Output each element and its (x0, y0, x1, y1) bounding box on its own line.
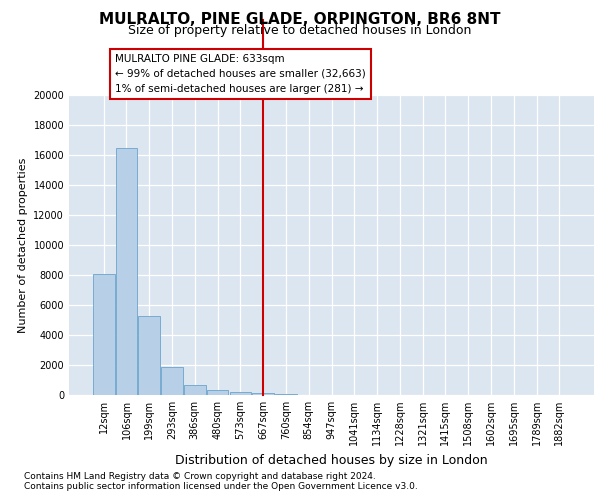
Text: Size of property relative to detached houses in London: Size of property relative to detached ho… (128, 24, 472, 37)
Bar (275, 394, 297, 395)
Bar (184, 385, 206, 395)
Text: MULRALTO, PINE GLADE, ORPINGTON, BR6 8NT: MULRALTO, PINE GLADE, ORPINGTON, BR6 8NT (99, 12, 501, 28)
Bar (253, 392, 274, 395)
Bar (116, 148, 137, 395)
Bar (93, 274, 115, 395)
Text: MULRALTO PINE GLADE: 633sqm
← 99% of detached houses are smaller (32,663)
1% of : MULRALTO PINE GLADE: 633sqm ← 99% of det… (115, 54, 366, 94)
Text: Contains public sector information licensed under the Open Government Licence v3: Contains public sector information licen… (24, 482, 418, 491)
Y-axis label: Number of detached properties: Number of detached properties (18, 158, 28, 332)
Bar (207, 390, 229, 395)
Bar (161, 367, 183, 395)
X-axis label: Distribution of detached houses by size in London: Distribution of detached houses by size … (175, 454, 488, 466)
Bar (230, 392, 251, 395)
Text: Contains HM Land Registry data © Crown copyright and database right 2024.: Contains HM Land Registry data © Crown c… (24, 472, 376, 481)
Bar (139, 316, 160, 395)
